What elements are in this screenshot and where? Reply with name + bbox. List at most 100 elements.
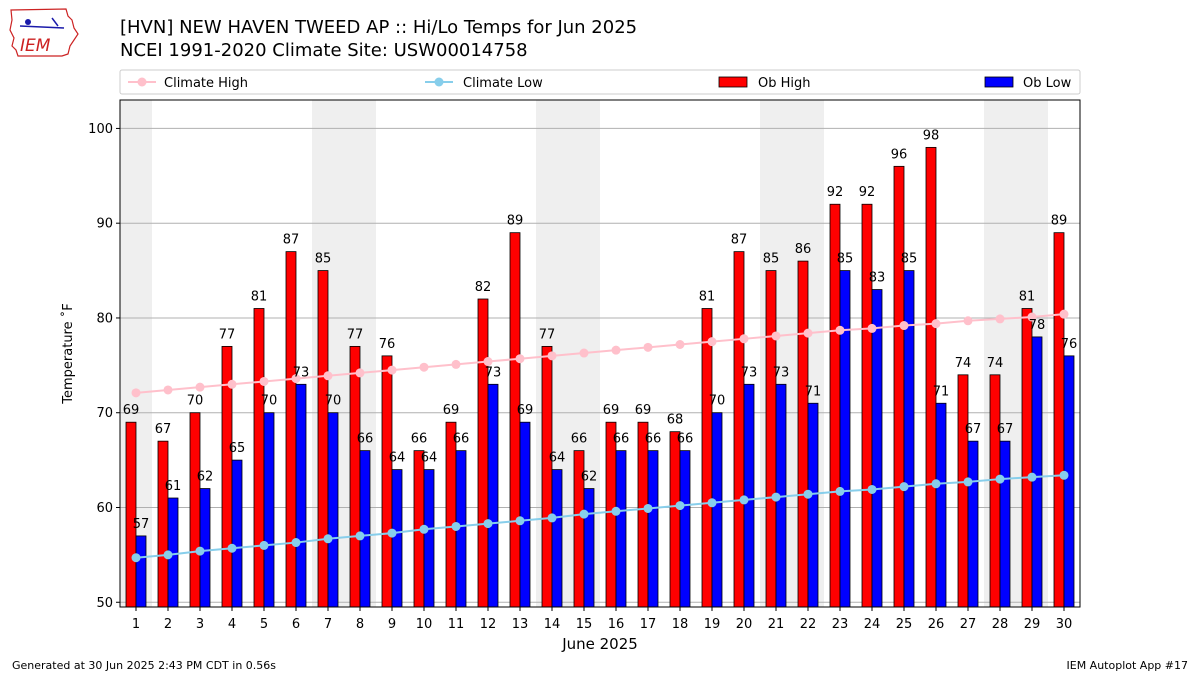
ob-high-label-10: 66 [411, 432, 428, 447]
climate-lines [131, 309, 1069, 563]
climate-high-point-22 [803, 328, 813, 338]
x-tick-label-16: 16 [608, 617, 625, 632]
x-axis-label: June 2025 [561, 635, 638, 653]
climate-high-point-9 [387, 365, 397, 375]
x-tick-label-4: 4 [228, 617, 236, 632]
legend-climate-low-label: Climate Low [463, 76, 543, 91]
ob-low-label-17: 66 [645, 432, 662, 447]
legend-ob-high-label: Ob High [758, 76, 811, 91]
bar-labels: 69 67 70 77 81 87 85 77 76 66 69 82 89 77 66 69 69 68 81 87… [123, 128, 1078, 532]
ob-low-bar-10 [423, 469, 435, 608]
ob-high-bar-7 [317, 270, 329, 608]
ob-low-bar-25 [903, 270, 915, 608]
bars [125, 146, 1075, 608]
x-tick-label-6: 6 [292, 617, 300, 632]
ob-high-label-15: 66 [571, 432, 588, 447]
x-tick-label-8: 8 [356, 617, 364, 632]
y-tick-label-100: 100 [88, 122, 113, 137]
climate-low-point-6 [291, 538, 301, 548]
ob-low-bar-27 [967, 440, 979, 608]
ob-high-bar-19 [701, 308, 713, 608]
ob-low-label-7: 70 [325, 394, 342, 409]
climate-low-point-2 [163, 550, 173, 560]
climate-low-point-28 [995, 474, 1005, 484]
climate-low-point-18 [675, 501, 685, 511]
ob-low-label-9: 64 [389, 451, 406, 466]
climate-high-point-18 [675, 339, 685, 349]
climate-high-point-20 [739, 334, 749, 344]
ob-high-bar-3 [189, 412, 201, 608]
y-tick-label-50: 50 [96, 596, 113, 611]
climate-low-point-24 [867, 484, 877, 494]
climate-high-point-3 [195, 382, 205, 392]
ob-low-bar-20 [743, 383, 755, 608]
ob-low-label-26: 71 [933, 384, 950, 399]
chart-title: [HVN] NEW HAVEN TWEED AP :: Hi/Lo Temps … [120, 17, 638, 38]
climate-low-point-3 [195, 546, 205, 556]
climate-low-point-1 [131, 553, 141, 563]
ob-high-label-21: 85 [763, 252, 780, 267]
ob-high-label-26: 98 [923, 128, 940, 143]
ob-low-label-12: 73 [485, 365, 502, 380]
ob-low-bar-23 [839, 270, 851, 608]
climate-low-point-30 [1059, 470, 1069, 480]
ob-high-bar-28 [989, 374, 1001, 608]
ob-low-label-2: 61 [165, 479, 182, 494]
climate-high-point-5 [259, 376, 269, 386]
ob-high-bar-30 [1053, 232, 1065, 608]
ob-high-label-24: 92 [859, 185, 876, 200]
ob-high-label-20: 87 [731, 233, 748, 248]
x-tick-label-13: 13 [512, 617, 529, 632]
x-tick-label-20: 20 [736, 617, 753, 632]
climate-high-point-7 [323, 371, 333, 381]
ob-low-label-10: 64 [421, 451, 438, 466]
ob-low-bar-17 [647, 450, 659, 608]
climate-high-point-21 [771, 331, 781, 341]
ob-high-label-27: 74 [955, 356, 972, 371]
x-tick-label-24: 24 [864, 617, 881, 632]
ob-high-bar-1 [125, 421, 137, 608]
ob-high-bar-20 [733, 251, 745, 608]
ob-high-bar-11 [445, 421, 457, 608]
x-tick-label-3: 3 [196, 617, 204, 632]
ob-high-label-16: 69 [603, 403, 620, 418]
climate-low-point-29 [1027, 472, 1037, 482]
climate-low-point-8 [355, 531, 365, 541]
ob-low-bar-22 [807, 402, 819, 608]
x-tick-label-30: 30 [1056, 617, 1073, 632]
climate-low-point-23 [835, 486, 845, 496]
climate-high-point-6 [291, 374, 301, 384]
ob-low-bar-18 [679, 450, 691, 608]
climate-high-point-24 [867, 323, 877, 333]
ob-high-label-5: 81 [251, 289, 268, 304]
x-tick-label-22: 22 [800, 617, 817, 632]
climate-low-point-19 [707, 498, 717, 508]
ob-low-label-8: 66 [357, 432, 374, 447]
ob-high-label-23: 92 [827, 185, 844, 200]
legend-climate-low-marker [434, 77, 444, 87]
ob-low-label-1: 57 [133, 517, 150, 532]
ob-low-label-23: 85 [837, 252, 854, 267]
plot-frame [119, 99, 1081, 608]
climate-high-point-29 [1027, 312, 1037, 322]
ob-high-label-12: 82 [475, 280, 492, 295]
ob-low-bar-30 [1063, 355, 1075, 608]
ob-low-bar-29 [1031, 336, 1043, 608]
y-tick-label-70: 70 [96, 406, 113, 421]
ob-low-bar-9 [391, 469, 403, 608]
ob-high-bar-22 [797, 260, 809, 608]
ob-low-label-24: 83 [869, 271, 886, 286]
ob-low-label-29: 78 [1029, 318, 1046, 333]
x-tick-label-7: 7 [324, 617, 332, 632]
x-tick-label-5: 5 [260, 617, 268, 632]
climate-low-point-26 [931, 479, 941, 489]
logo-text: IEM [20, 36, 51, 56]
x-tick-label-10: 10 [416, 617, 433, 632]
climate-low-line [135, 474, 1065, 559]
climate-high-point-15 [579, 348, 589, 358]
x-tick-label-19: 19 [704, 617, 721, 632]
ob-low-bar-15 [583, 488, 595, 608]
x-tick-label-12: 12 [480, 617, 497, 632]
climate-low-point-15 [579, 509, 589, 519]
ob-low-label-11: 66 [453, 432, 470, 447]
